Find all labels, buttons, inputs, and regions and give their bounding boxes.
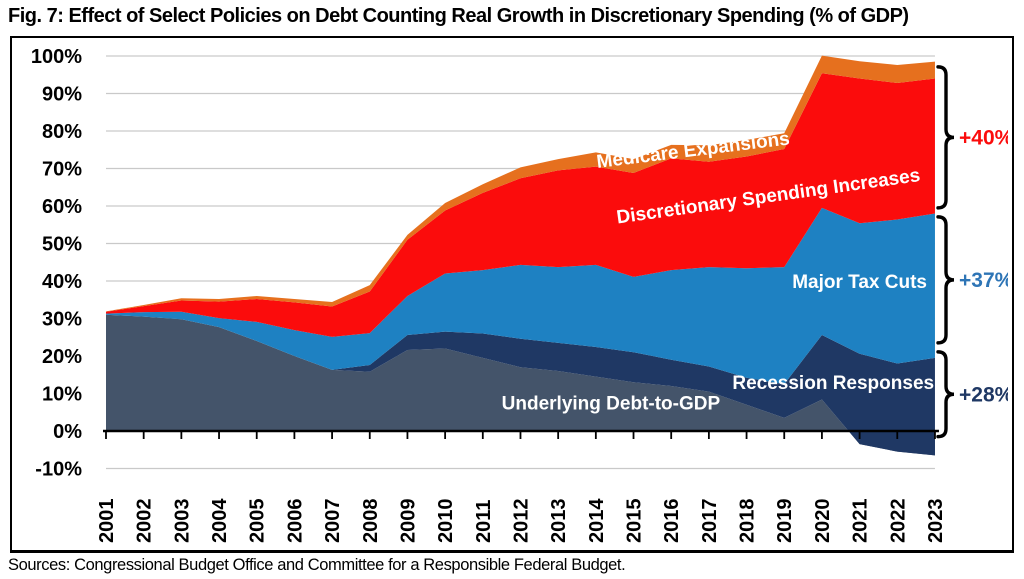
x-tick-label: 2017: [699, 499, 721, 544]
y-tick-label: -10%: [35, 459, 82, 481]
x-tick-label: 2021: [850, 499, 872, 544]
annotation-label-37: +37%: [959, 269, 1008, 292]
x-tick-label: 2011: [473, 500, 495, 543]
x-tick-label: 2019: [774, 499, 796, 544]
y-tick-label: 80%: [42, 121, 82, 143]
figure-title: Fig. 7: Effect of Select Policies on Deb…: [8, 5, 909, 27]
x-tick-label: 2004: [209, 498, 231, 543]
x-tick-label: 2001: [96, 499, 118, 544]
y-tick-label: 0%: [53, 421, 82, 443]
x-tick-label: 2022: [887, 499, 909, 544]
series-label-underlying-debt-to-gdp: Underlying Debt-to-GDP: [502, 393, 721, 414]
series-label-recession-responses: Recession Responses: [732, 373, 934, 394]
y-tick-label: 40%: [42, 271, 82, 293]
area-underlying-debt-to-gdp: [106, 314, 935, 456]
y-tick-label: 50%: [42, 234, 82, 256]
y-tick-label: 20%: [42, 346, 82, 368]
x-tick-label: 2020: [812, 499, 834, 544]
x-tick-label: 2002: [134, 499, 156, 544]
y-tick-label: 60%: [42, 196, 82, 218]
area-recession-responses: [106, 314, 935, 456]
x-tick-label: 2018: [737, 499, 759, 544]
y-tick-label: 10%: [42, 384, 82, 406]
x-tick-label: 2007: [322, 499, 344, 544]
x-tick-label: 2016: [661, 499, 683, 544]
annotation-label-40: +40%: [959, 126, 1008, 149]
area-discretionary-spending-increases: [106, 73, 935, 337]
chart-box: 100% 90% 80% 70% 60% 50% 40% 30% 20% 10% 0% -10% 200…: [10, 36, 1014, 553]
source-note: Sources: Congressional Budget Office and…: [8, 556, 626, 574]
brace-37: [936, 215, 955, 345]
y-tick-label: 30%: [42, 309, 82, 331]
x-tick-label: 2013: [548, 499, 570, 544]
x-tick-label: 2009: [397, 499, 419, 544]
area-major-tax-cuts: [106, 207, 935, 385]
brace-28: [936, 350, 955, 439]
x-tick-label: 2008: [360, 499, 382, 544]
x-tick-label: 2012: [510, 499, 532, 544]
series-label-major-tax-cuts: Major Tax Cuts: [792, 272, 927, 293]
y-tick-label: 90%: [42, 84, 82, 106]
x-tick-label: 2014: [586, 498, 608, 543]
y-tick-label: 100%: [31, 46, 82, 68]
x-tick-label: 2005: [247, 499, 269, 544]
x-tick-label: 2006: [284, 499, 306, 544]
x-tick-label: 2010: [435, 499, 457, 544]
debt-stacked-area-chart: 100% 90% 80% 70% 60% 50% 40% 30% 20% 10% 0% -10% 200…: [31, 46, 1008, 544]
annotation-label-28: +28%: [959, 383, 1008, 406]
brace-40: [936, 65, 955, 210]
x-tick-label: 2003: [171, 499, 193, 544]
x-tick-label: 2023: [925, 499, 947, 544]
x-tick-label: 2015: [624, 499, 646, 544]
y-tick-label: 70%: [42, 159, 82, 181]
